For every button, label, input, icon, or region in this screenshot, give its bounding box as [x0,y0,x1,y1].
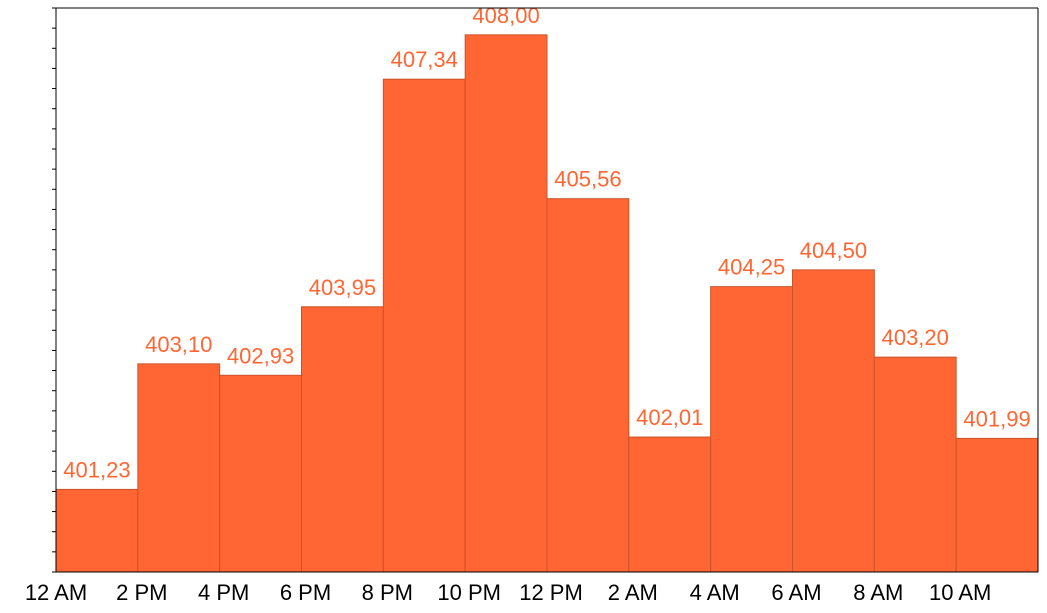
data-label: 403,95 [309,275,376,300]
bar [710,286,793,573]
bar [382,78,466,573]
bar [792,269,875,573]
bar [219,374,302,573]
x-tick-label: 10 PM [437,580,501,605]
x-tick-label: 6 PM [280,580,331,605]
bar [301,306,384,573]
x-tick-label: 12 AM [25,580,87,605]
bar [873,356,957,573]
x-tick-label: 6 AM [771,580,821,605]
x-tick-label: 12 PM [519,580,583,605]
bar [955,437,1039,573]
bar [137,363,221,573]
x-tick-label: 2 AM [608,580,658,605]
bars-group [55,34,1039,573]
bar [55,488,139,573]
data-label: 402,01 [636,405,703,430]
data-label: 405,56 [554,167,621,192]
data-label: 403,20 [882,325,949,350]
bar [628,436,712,573]
x-tick-label: 4 PM [198,580,249,605]
bar [546,198,630,573]
data-label: 407,34 [391,47,458,72]
axes-group [52,7,1039,573]
data-label: 408,00 [472,3,539,28]
x-tick-labels-group: 12 AM 2 PM 4 PM 6 PM 8 PM 10 PM 12 PM 2 AM 4 AM 6… [25,580,992,605]
data-label: 401,99 [963,406,1030,431]
x-tick-label: 10 AM [929,580,991,605]
x-tick-label: 4 AM [690,580,740,605]
data-label: 403,10 [145,332,212,357]
bar [464,34,548,573]
data-labels-group: 401,23 403,10 402,93 403,95 407,34 408,00 405,… [63,3,1030,483]
data-label: 404,25 [718,255,785,280]
x-tick-label: 8 AM [853,580,903,605]
data-label: 402,93 [227,343,294,368]
data-label: 401,23 [63,457,130,482]
x-tick-label: 8 PM [362,580,413,605]
data-label: 404,50 [800,238,867,263]
x-tick-label: 2 PM [116,580,167,605]
